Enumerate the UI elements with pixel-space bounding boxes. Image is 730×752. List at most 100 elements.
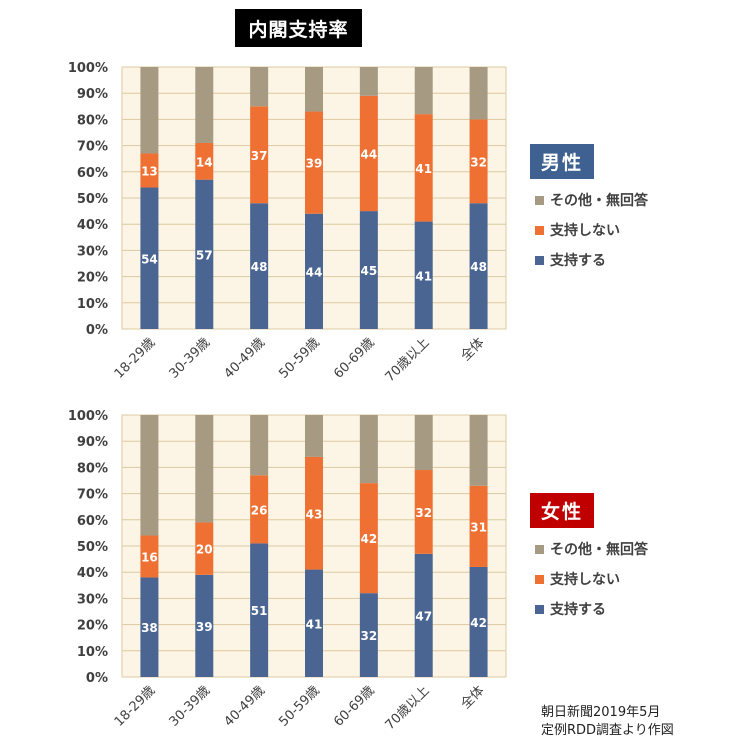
data-label: 44 xyxy=(361,147,378,161)
y-tick-label: 100% xyxy=(68,409,108,424)
bar-segment-other xyxy=(359,415,378,484)
x-tick-label: 60-69歳 xyxy=(331,335,378,382)
legend-swatch-nonsupport xyxy=(535,225,544,235)
y-tick-label: 90% xyxy=(77,435,108,450)
x-tick-label: 40-49歳 xyxy=(221,683,268,730)
bar-segment-other xyxy=(250,67,269,107)
x-tick-label: 70歳以上 xyxy=(383,683,433,733)
data-label: 42 xyxy=(361,532,378,546)
data-label: 31 xyxy=(470,520,487,534)
legend-swatch-other xyxy=(535,195,544,205)
x-tick-label: 50-59歳 xyxy=(276,335,323,382)
bar-segment-support xyxy=(469,203,488,329)
bar-segment-other xyxy=(305,415,323,457)
y-tick-label: 60% xyxy=(77,514,108,529)
female-panel-label: 女性 xyxy=(530,493,594,528)
legend-label-support: 支持する xyxy=(550,602,606,618)
y-tick-label: 10% xyxy=(77,297,108,312)
y-tick-label: 40% xyxy=(77,566,108,581)
y-tick-label: 10% xyxy=(77,645,108,660)
bar-segment-nonsupport xyxy=(305,456,323,570)
x-tick-label: 50-59歳 xyxy=(276,683,323,730)
y-tick-label: 80% xyxy=(77,113,108,128)
y-tick-label: 70% xyxy=(77,488,108,503)
data-label: 38 xyxy=(141,621,158,635)
data-label: 47 xyxy=(415,609,432,623)
bar-segment-nonsupport xyxy=(469,485,488,567)
y-tick-label: 70% xyxy=(77,140,108,155)
data-label: 26 xyxy=(251,503,268,517)
y-tick-label: 40% xyxy=(77,218,108,233)
bar-segment-other xyxy=(305,67,323,112)
bar-segment-nonsupport xyxy=(359,95,378,212)
y-tick-label: 0% xyxy=(86,671,108,686)
legend-item-other: その他・無回答 xyxy=(535,534,648,564)
legend-swatch-support xyxy=(535,604,544,614)
data-label: 54 xyxy=(141,252,158,266)
x-tick-label: 全体 xyxy=(458,335,488,365)
data-label: 32 xyxy=(415,506,432,520)
legend-item-support: 支持する xyxy=(535,594,648,624)
legend-item-nonsupport: 支持しない xyxy=(535,215,648,245)
data-label: 48 xyxy=(470,260,487,274)
bar-segment-support xyxy=(359,211,378,329)
legend-label-nonsupport: 支持しない xyxy=(550,572,620,588)
data-label: 13 xyxy=(141,164,158,178)
bar-segment-nonsupport xyxy=(140,535,159,578)
bar-segment-nonsupport xyxy=(305,111,323,214)
y-tick-label: 30% xyxy=(77,592,108,607)
data-label: 32 xyxy=(470,155,487,169)
legend-swatch-support xyxy=(535,255,544,265)
data-label: 43 xyxy=(306,507,323,521)
x-tick-label: 全体 xyxy=(458,683,488,713)
legend-swatch-nonsupport xyxy=(535,574,544,584)
x-tick-label: 18-29歳 xyxy=(112,335,159,382)
bar-segment-nonsupport xyxy=(195,142,214,180)
legend-label-support: 支持する xyxy=(550,253,606,269)
data-label: 39 xyxy=(196,620,213,634)
bar-segment-support xyxy=(140,187,159,329)
y-tick-label: 90% xyxy=(77,87,108,102)
y-tick-label: 0% xyxy=(86,323,108,338)
bar-segment-support xyxy=(359,593,378,677)
y-tick-label: 30% xyxy=(77,244,108,259)
data-label: 42 xyxy=(470,616,487,630)
bar-segment-nonsupport xyxy=(414,470,433,554)
x-tick-label: 40-49歳 xyxy=(221,335,268,382)
bar-segment-support xyxy=(414,553,433,677)
data-label: 48 xyxy=(251,260,268,274)
legend-item-other: その他・無回答 xyxy=(535,185,648,215)
data-label: 51 xyxy=(251,604,268,618)
bar-segment-support xyxy=(140,577,159,677)
bar-segment-other xyxy=(414,415,433,471)
data-label: 32 xyxy=(361,629,378,643)
bar-segment-other xyxy=(195,415,214,523)
data-label: 37 xyxy=(251,149,268,163)
y-tick-label: 50% xyxy=(77,540,108,555)
data-label: 16 xyxy=(141,550,158,564)
x-tick-label: 30-39歳 xyxy=(167,683,214,730)
source-line-1: 朝日新聞2019年5月 xyxy=(541,705,661,720)
bar-segment-support xyxy=(250,543,269,677)
legend-label-other: その他・無回答 xyxy=(550,542,648,558)
legend-item-nonsupport: 支持しない xyxy=(535,564,648,594)
legend-label-other: その他・無回答 xyxy=(550,193,648,209)
y-tick-label: 80% xyxy=(77,461,108,476)
chart-title: 内閣支持率 xyxy=(235,9,362,47)
bar-segment-nonsupport xyxy=(140,153,159,188)
bar-segment-nonsupport xyxy=(250,475,269,544)
bar-segment-support xyxy=(305,569,323,677)
bar-segment-support xyxy=(250,203,269,329)
x-tick-label: 70歳以上 xyxy=(383,335,433,385)
bar-segment-support xyxy=(414,221,433,329)
data-label: 57 xyxy=(196,248,213,262)
data-label: 41 xyxy=(415,269,432,283)
bar-segment-other xyxy=(414,67,433,115)
x-tick-label: 60-69歳 xyxy=(331,683,378,730)
source-line-2: 定例RDD調査より作図 xyxy=(541,723,674,738)
data-label: 45 xyxy=(361,264,378,278)
data-label: 14 xyxy=(196,155,213,169)
female-legend: その他・無回答 支持しない 支持する xyxy=(535,534,648,624)
bar-segment-support xyxy=(305,213,323,329)
legend-item-support: 支持する xyxy=(535,245,648,275)
